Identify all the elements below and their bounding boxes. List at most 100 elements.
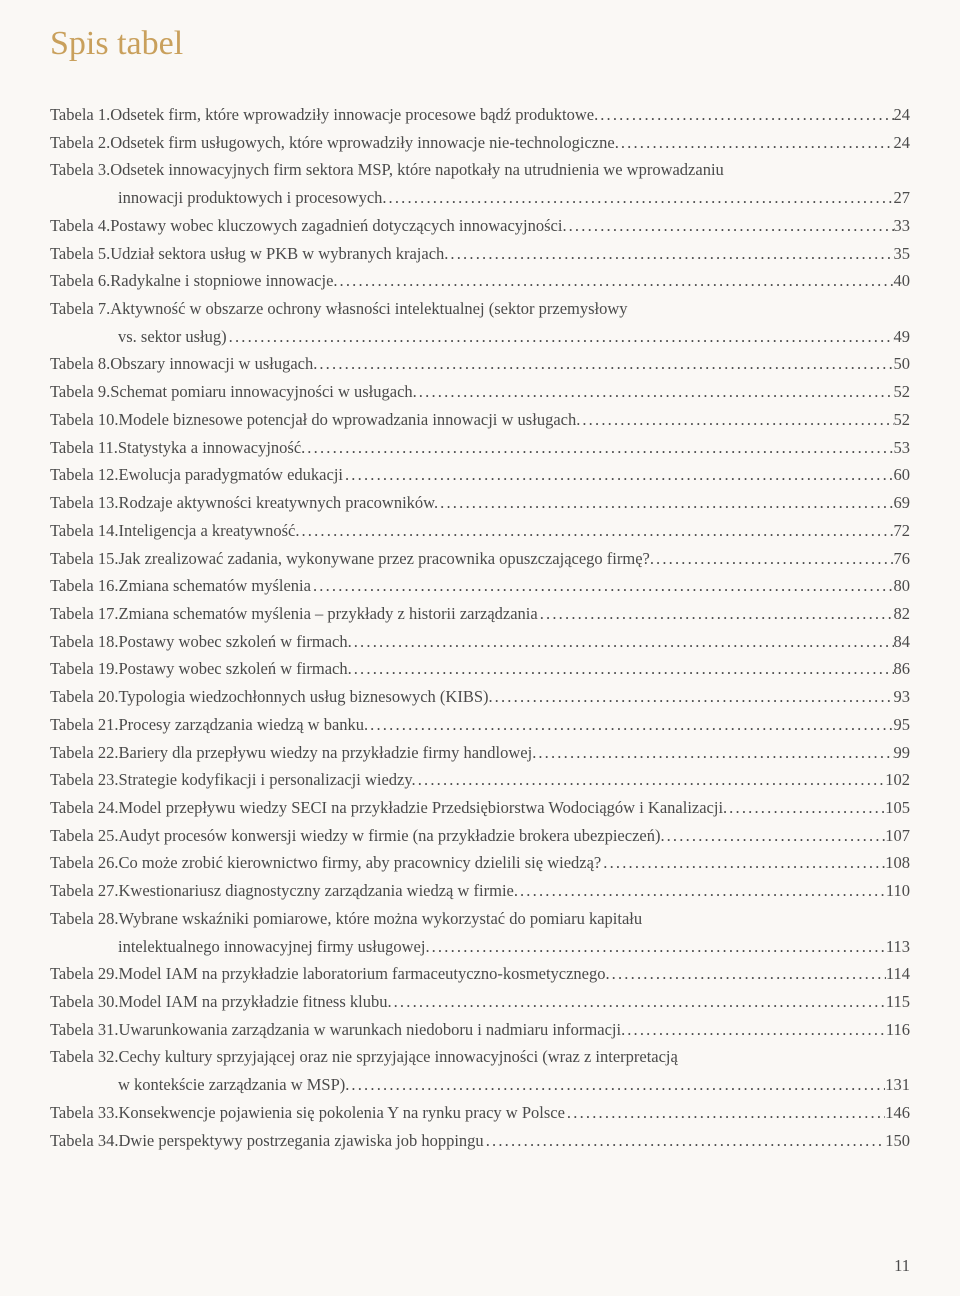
toc-entry-label: Tabela 10. — [50, 406, 118, 434]
toc-entry-page: 114 — [886, 960, 910, 988]
toc-entry-page: 95 — [894, 711, 911, 739]
toc-entry-title: Aktywność w obszarze ochrony własności i… — [110, 295, 627, 323]
toc-entry-label: Tabela 21. — [50, 711, 118, 739]
toc-entry: Tabela 17. Zmiana schematów myślenia – p… — [50, 600, 910, 628]
toc-entry-title: Zmiana schematów myślenia — [118, 572, 310, 600]
toc-entry-page: 49 — [894, 323, 911, 351]
toc-entry-label: Tabela 25. — [50, 822, 118, 850]
toc-entry: Tabela 29. Model IAM na przykładzie labo… — [50, 960, 910, 988]
toc-entry-page: 150 — [885, 1127, 910, 1155]
toc-entry-label: Tabela 8. — [50, 350, 110, 378]
toc-entry: Tabela 21. Procesy zarządzania wiedzą w … — [50, 711, 910, 739]
toc-entry-label: Tabela 3. — [50, 156, 110, 184]
toc-entry-label: Tabela 5. — [50, 240, 110, 268]
toc-entry-label: Tabela 24. — [50, 794, 118, 822]
toc-entry-title: Typologia wiedzochłonnych usług biznesow… — [118, 683, 492, 711]
toc-entry-title: Jak zrealizować zadania, wykonywane prze… — [118, 545, 654, 573]
toc-entry-label: Tabela 33. — [50, 1099, 118, 1127]
toc-entry: vs. sektor usług).......................… — [50, 323, 910, 351]
toc-entry-page: 52 — [894, 406, 911, 434]
toc-entry-title: Co może zrobić kierownictwo firmy, aby p… — [118, 849, 601, 877]
toc-entry: Tabela 22. Bariery dla przepływu wiedzy … — [50, 739, 910, 767]
toc-entry-label: Tabela 15. — [50, 545, 118, 573]
toc-entry-leader: ........................................… — [387, 184, 894, 212]
toc-entry: Tabela 31. Uwarunkowania zarządzania w w… — [50, 1016, 910, 1044]
toc-entry-leader: ........................................… — [665, 822, 886, 850]
toc-entry-label: Tabela 13. — [50, 489, 118, 517]
toc-entry: Tabela 28. Wybrane wskaźniki pomiarowe, … — [50, 905, 910, 933]
toc-entry-label: Tabela 6. — [50, 267, 110, 295]
toc-entry-title: Dwie perspektywy postrzegania zjawiska j… — [118, 1127, 483, 1155]
toc-entry-label: Tabela 7. — [50, 295, 110, 323]
toc-entry-label: Tabela 30. — [50, 988, 118, 1016]
toc-entry-page: 99 — [894, 739, 911, 767]
toc-entry-page: 105 — [885, 794, 910, 822]
toc-list: Tabela 1. Odsetek firm, które wprowadził… — [50, 101, 910, 1154]
toc-entry: Tabela 3. Odsetek innowacyjnych firm sek… — [50, 156, 910, 184]
toc-entry-page: 93 — [894, 683, 911, 711]
toc-entry-page: 60 — [894, 461, 911, 489]
toc-entry-leader: ........................................… — [598, 101, 893, 129]
toc-entry-leader: ........................................… — [567, 212, 894, 240]
toc-entry-label: Tabela 2. — [50, 129, 110, 157]
toc-entry-title: Postawy wobec szkoleń w firmach. — [118, 628, 351, 656]
toc-entry: Tabela 11. Statystyka a innowacyjność...… — [50, 434, 910, 462]
toc-entry-page: 24 — [894, 101, 911, 129]
toc-entry-title: Model IAM na przykładzie laboratorium fa… — [118, 960, 609, 988]
toc-entry-leader: ........................................… — [493, 683, 894, 711]
toc-entry: Tabela 16. Zmiana schematów myślenia....… — [50, 572, 910, 600]
toc-entry-leader: ........................................… — [392, 988, 886, 1016]
toc-entry-page: 53 — [894, 434, 911, 462]
toc-entry-leader: ........................................… — [417, 378, 894, 406]
toc-entry-page: 146 — [885, 1099, 910, 1127]
toc-entry-title: Bariery dla przepływu wiedzy na przykład… — [118, 739, 536, 767]
toc-entry-label: Tabela 14. — [50, 517, 118, 545]
toc-entry-leader: ........................................… — [601, 849, 885, 877]
toc-entry-title: Radykalne i stopniowe innowacje. — [110, 267, 337, 295]
toc-entry-leader: ........................................… — [311, 572, 894, 600]
toc-entry-title: Postawy wobec kluczowych zagadnień dotyc… — [110, 212, 566, 240]
toc-entry-title: Odsetek firm usługowych, które wprowadzi… — [110, 129, 619, 157]
toc-entry-label: Tabela 11. — [50, 434, 118, 462]
toc-entry-leader: ........................................… — [580, 406, 893, 434]
toc-entry-title: intelektualnego innowacyjnej firmy usług… — [118, 933, 430, 961]
page-number: 11 — [894, 1256, 910, 1276]
toc-entry: Tabela 12. Ewolucja paradygmatów edukacj… — [50, 461, 910, 489]
toc-entry-label: Tabela 9. — [50, 378, 110, 406]
toc-entry: Tabela 34. Dwie perspektywy postrzegania… — [50, 1127, 910, 1155]
toc-entry-title: Strategie kodyfikacji i personalizacji w… — [118, 766, 415, 794]
toc-entry-page: 27 — [894, 184, 911, 212]
toc-entry: Tabela 7. Aktywność w obszarze ochrony w… — [50, 295, 910, 323]
toc-entry: Tabela 27. Kwestionariusz diagnostyczny … — [50, 877, 910, 905]
toc-entry-title: Uwarunkowania zarządzania w warunkach ni… — [118, 1016, 625, 1044]
toc-entry-title: Rodzaje aktywności kreatywnych pracownik… — [118, 489, 438, 517]
toc-entry-page: 113 — [886, 933, 910, 961]
toc-entry-title: Zmiana schematów myślenia – przykłady z … — [118, 600, 537, 628]
toc-entry-title: Konsekwencje pojawienia się pokolenia Y … — [118, 1099, 564, 1127]
toc-entry: Tabela 26. Co może zrobić kierownictwo f… — [50, 849, 910, 877]
toc-entry-leader: ........................................… — [484, 1127, 886, 1155]
toc-entry-title: innowacji produktowych i procesowych. — [118, 184, 387, 212]
toc-entry-leader: ........................................… — [610, 960, 886, 988]
toc-entry-leader: ........................................… — [430, 933, 886, 961]
toc-entry-title: Wybrane wskaźniki pomiarowe, które można… — [118, 905, 642, 933]
toc-entry-title: Model przepływu wiedzy SECI na przykładz… — [118, 794, 727, 822]
toc-entry-label: Tabela 1. — [50, 101, 110, 129]
toc-entry: Tabela 15. Jak zrealizować zadania, wyko… — [50, 545, 910, 573]
toc-entry-label: Tabela 19. — [50, 655, 118, 683]
toc-entry-page: 80 — [894, 572, 911, 600]
toc-entry-page: 116 — [886, 1016, 910, 1044]
toc-entry-leader: ........................................… — [368, 711, 893, 739]
toc-entry-leader: ........................................… — [227, 323, 894, 351]
toc-entry: Tabela 5. Udział sektora usług w PKB w w… — [50, 240, 910, 268]
toc-entry-page: 82 — [894, 600, 911, 628]
toc-entry-leader: ........................................… — [349, 1071, 885, 1099]
toc-entry-title: Kwestionariusz diagnostyczny zarządzania… — [118, 877, 518, 905]
toc-entry: Tabela 23. Strategie kodyfikacji i perso… — [50, 766, 910, 794]
toc-entry-label: Tabela 28. — [50, 905, 118, 933]
page-title: Spis tabel — [50, 25, 910, 63]
toc-entry-label: Tabela 16. — [50, 572, 118, 600]
toc-entry-label: Tabela 26. — [50, 849, 118, 877]
toc-entry-label: Tabela 12. — [50, 461, 118, 489]
toc-entry-label: Tabela 31. — [50, 1016, 118, 1044]
